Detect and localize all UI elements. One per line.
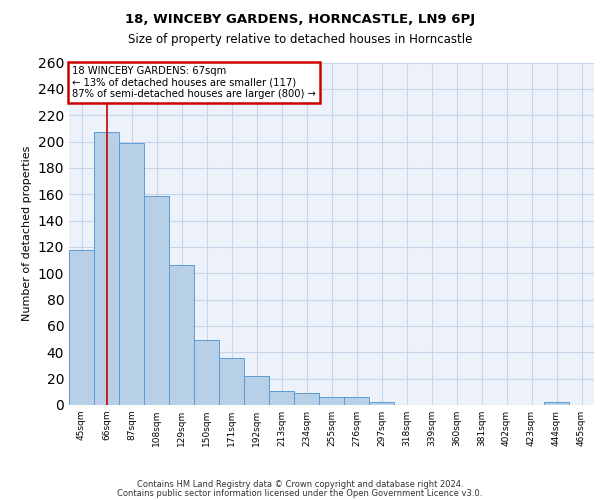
Bar — [344, 397, 369, 405]
Bar — [194, 340, 219, 405]
Bar — [69, 250, 94, 405]
Text: 18, WINCEBY GARDENS, HORNCASTLE, LN9 6PJ: 18, WINCEBY GARDENS, HORNCASTLE, LN9 6PJ — [125, 12, 475, 26]
Text: Contains public sector information licensed under the Open Government Licence v3: Contains public sector information licen… — [118, 488, 482, 498]
Bar — [169, 266, 194, 405]
Bar — [294, 393, 319, 405]
Bar — [544, 402, 569, 405]
Y-axis label: Number of detached properties: Number of detached properties — [22, 146, 32, 322]
Bar — [319, 397, 344, 405]
Text: Size of property relative to detached houses in Horncastle: Size of property relative to detached ho… — [128, 32, 472, 46]
Text: 18 WINCEBY GARDENS: 67sqm
← 13% of detached houses are smaller (117)
87% of semi: 18 WINCEBY GARDENS: 67sqm ← 13% of detac… — [71, 66, 316, 99]
Text: Contains HM Land Registry data © Crown copyright and database right 2024.: Contains HM Land Registry data © Crown c… — [137, 480, 463, 489]
Bar — [144, 196, 169, 405]
Bar — [269, 390, 294, 405]
Bar — [244, 376, 269, 405]
Bar — [369, 402, 394, 405]
Bar — [119, 143, 144, 405]
Bar — [94, 132, 119, 405]
Bar — [219, 358, 244, 405]
